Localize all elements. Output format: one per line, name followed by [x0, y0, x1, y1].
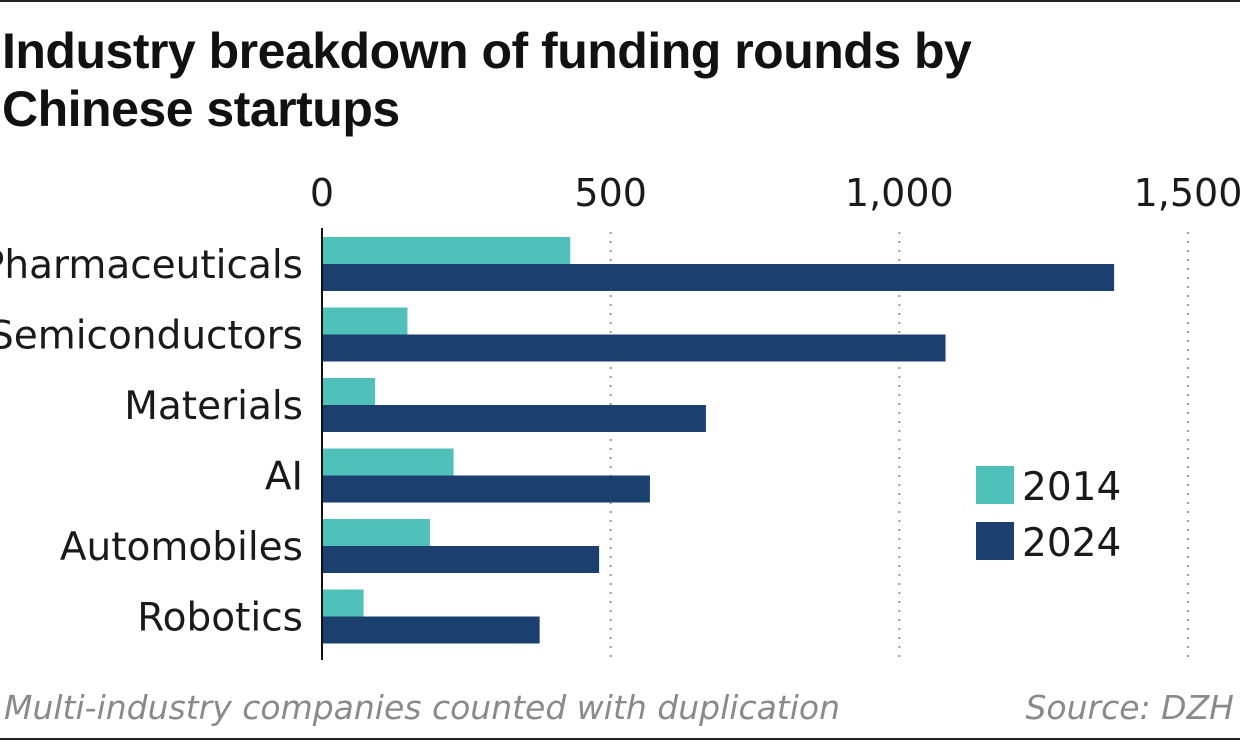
category-label: Pharmaceuticals: [0, 243, 303, 288]
top-rule: [0, 0, 1240, 2]
bar-2014: [322, 589, 364, 617]
bar-2024: [322, 334, 946, 362]
legend-label: 2014: [1022, 465, 1121, 510]
bar-2014: [322, 448, 454, 476]
x-tick-label: 0: [310, 171, 334, 215]
category-labels: Pharmaceuticals Semiconductors Materials AI…: [0, 243, 303, 641]
category-label: Robotics: [137, 596, 303, 641]
category-label: Semiconductors: [0, 314, 303, 359]
bar-2014: [322, 237, 571, 264]
legend-swatch-2014: [976, 466, 1014, 504]
bar-2024: [322, 405, 706, 432]
legend-swatch-2024: [976, 522, 1014, 560]
bar-2014: [322, 378, 376, 405]
bar-2014: [322, 519, 430, 546]
bar-chart: 0 500 1,000 1,500 Pharmaceuticals Semiconduc…: [0, 171, 1240, 660]
x-tick-label: 500: [574, 171, 647, 215]
bar-2024: [322, 475, 650, 503]
bar-2024: [322, 546, 600, 573]
legend-label: 2024: [1022, 521, 1121, 566]
source-credit: Source: DZH: [1025, 688, 1234, 727]
category-label: AI: [265, 455, 303, 500]
footnote: Multi-industry companies counted with du…: [4, 688, 841, 727]
x-axis-ticks: 0 500 1,000 1,500: [310, 171, 1240, 215]
category-label: Automobiles: [60, 525, 303, 570]
legend: 2014 2024: [976, 465, 1121, 566]
category-label: Materials: [124, 384, 303, 429]
x-tick-label: 1,000: [845, 171, 954, 215]
bar-2014: [322, 307, 408, 335]
bars: [322, 237, 1115, 644]
gridlines: [609, 232, 1189, 660]
bar-2024: [322, 616, 540, 644]
bottom-rule: [0, 738, 1240, 740]
bar-2024: [322, 264, 1115, 291]
x-tick-label: 1,500: [1134, 171, 1240, 215]
chart-title: Industry breakdown of funding rounds by …: [2, 23, 972, 137]
